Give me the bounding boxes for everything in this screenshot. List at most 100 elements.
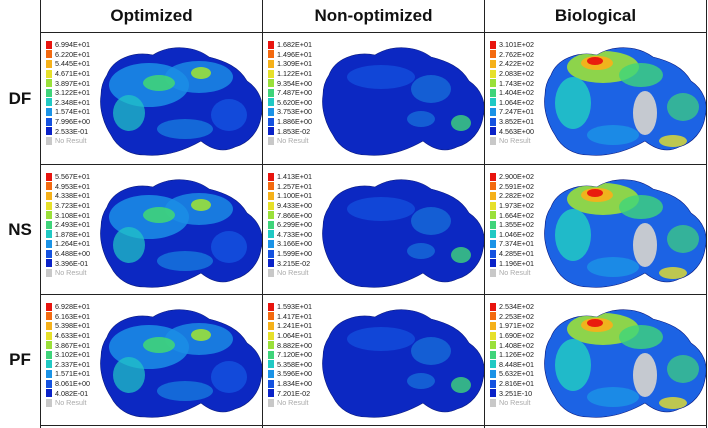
legend-entry: 1.878E+01 [46, 230, 90, 240]
legend-entry: 4.671E+01 [46, 69, 90, 79]
legend-swatch [46, 107, 52, 116]
legend-value: 5.445E+01 [55, 59, 90, 69]
legend-swatch [490, 389, 496, 398]
legend-value: 4.338E+01 [55, 191, 90, 201]
legend-swatch [268, 211, 274, 220]
legend-value: 1.404E+02 [499, 88, 534, 98]
panel-pf-opt: 6.928E+01 6.163E+01 5.398E+01 4.633E+01 3.86… [41, 295, 262, 425]
legend-swatch [490, 302, 496, 311]
legend-swatch [46, 389, 52, 398]
legend-swatch [268, 117, 274, 126]
legend-swatch [268, 341, 274, 350]
legend-value: 2.900E+02 [499, 172, 534, 182]
legend-value: 1.599E+00 [277, 248, 312, 258]
bone-model-render [322, 47, 484, 156]
legend-value: 5.620E+00 [277, 97, 312, 107]
legend-entry: 2.816E+01 [490, 379, 534, 389]
legend-swatch [490, 230, 496, 239]
bone-model-render [322, 309, 484, 418]
stress-contour [451, 377, 471, 393]
legend-entry: 7.487E+00 [268, 88, 312, 98]
stress-contour [407, 373, 435, 389]
panel-ns-non: 1.413E+01 1.257E+01 1.100E+01 9.433E+00 7.86… [263, 165, 484, 295]
stress-contour [587, 189, 603, 197]
legend-entry: 3.867E+01 [46, 340, 90, 350]
legend-entry: 6.994E+01 [46, 40, 90, 50]
legend-entry: 1.309E+01 [268, 59, 312, 69]
legend-entry: 5.620E+00 [268, 98, 312, 108]
legend-value: 3.897E+01 [55, 78, 90, 88]
legend-entry: 1.264E+01 [46, 239, 90, 249]
legend-swatch [46, 98, 52, 107]
legend-value: 1.100E+01 [277, 191, 312, 201]
legend-swatch [268, 191, 274, 200]
legend-swatch [46, 40, 52, 49]
legend-value: 1.834E+00 [277, 378, 312, 388]
legend-entry: 2.282E+02 [490, 191, 534, 201]
legend-swatch [46, 50, 52, 59]
legend-value: 2.493E+01 [55, 220, 90, 230]
legend-entry: 3.897E+01 [46, 78, 90, 88]
legend-swatch [490, 107, 496, 116]
legend-no-result: No Result [46, 136, 90, 146]
legend-value: 1.853E-02 [277, 126, 311, 136]
legend-swatch [490, 201, 496, 210]
legend-swatch [268, 360, 274, 369]
panel-df-non: 1.682E+01 1.496E+01 1.309E+01 1.122E+01 9.35… [263, 33, 484, 163]
legend-entry: 2.762E+02 [490, 50, 534, 60]
legend-swatch [46, 249, 52, 258]
legend-swatch [46, 369, 52, 378]
bone-surface [322, 179, 484, 288]
legend-entry: 1.664E+02 [490, 210, 534, 220]
legend-swatch [46, 201, 52, 210]
legend-value: 6.994E+01 [55, 40, 90, 50]
stress-contour [587, 57, 603, 65]
legend-entry: 2.493E+01 [46, 220, 90, 230]
legend-entry: 3.596E+00 [268, 369, 312, 379]
legend-swatch [490, 117, 496, 126]
legend-value: 2.083E+02 [499, 68, 534, 78]
legend-entry: 1.404E+02 [490, 88, 534, 98]
legend-swatch [46, 59, 52, 68]
bone-stress-map [322, 179, 484, 288]
color-legend: 3.101E+02 2.762E+02 2.422E+02 2.083E+02 1.74… [490, 40, 534, 146]
legend-value: 2.816E+01 [499, 378, 534, 388]
legend-swatch [490, 59, 496, 68]
legend-entry: 1.593E+01 [268, 302, 312, 312]
legend-swatch [268, 389, 274, 398]
legend-value: 4.563E+00 [499, 126, 534, 136]
legend-entry: 6.488E+00 [46, 249, 90, 259]
legend-no-result-label: No Result [55, 136, 87, 146]
legend-swatch [268, 350, 274, 359]
legend-swatch [46, 211, 52, 220]
legend-entry: 4.338E+01 [46, 191, 90, 201]
legend-value: 1.241E+01 [277, 321, 312, 331]
legend-value: 7.996E+00 [55, 116, 90, 126]
bone-model-render [100, 179, 262, 288]
legend-swatch [268, 379, 274, 388]
legend-swatch [490, 268, 496, 277]
legend-entry: 7.374E+01 [490, 239, 534, 249]
color-legend: 6.994E+01 6.220E+01 5.445E+01 4.671E+01 3.89… [46, 40, 90, 146]
legend-entry: 4.633E+01 [46, 331, 90, 341]
legend-value: 1.973E+02 [499, 200, 534, 210]
legend-entry: 3.215E-02 [268, 258, 312, 268]
legend-entry: 1.682E+01 [268, 40, 312, 50]
legend-entry: 4.285E+01 [490, 249, 534, 259]
legend-value: 7.247E+01 [499, 107, 534, 117]
legend-value: 6.163E+01 [55, 311, 90, 321]
legend-entry: 1.064E+01 [268, 331, 312, 341]
legend-swatch [490, 331, 496, 340]
legend-entry: 5.358E+00 [268, 360, 312, 370]
legend-swatch [490, 350, 496, 359]
legend-swatch [490, 341, 496, 350]
stress-contour [619, 195, 663, 219]
legend-entry: 1.834E+00 [268, 379, 312, 389]
row-label-ns: NS [8, 219, 32, 239]
stress-contour [211, 231, 247, 263]
legend-swatch [268, 302, 274, 311]
stress-contour [211, 99, 247, 131]
legend-entry: 7.866E+00 [268, 210, 312, 220]
legend-entry: 3.108E+01 [46, 210, 90, 220]
